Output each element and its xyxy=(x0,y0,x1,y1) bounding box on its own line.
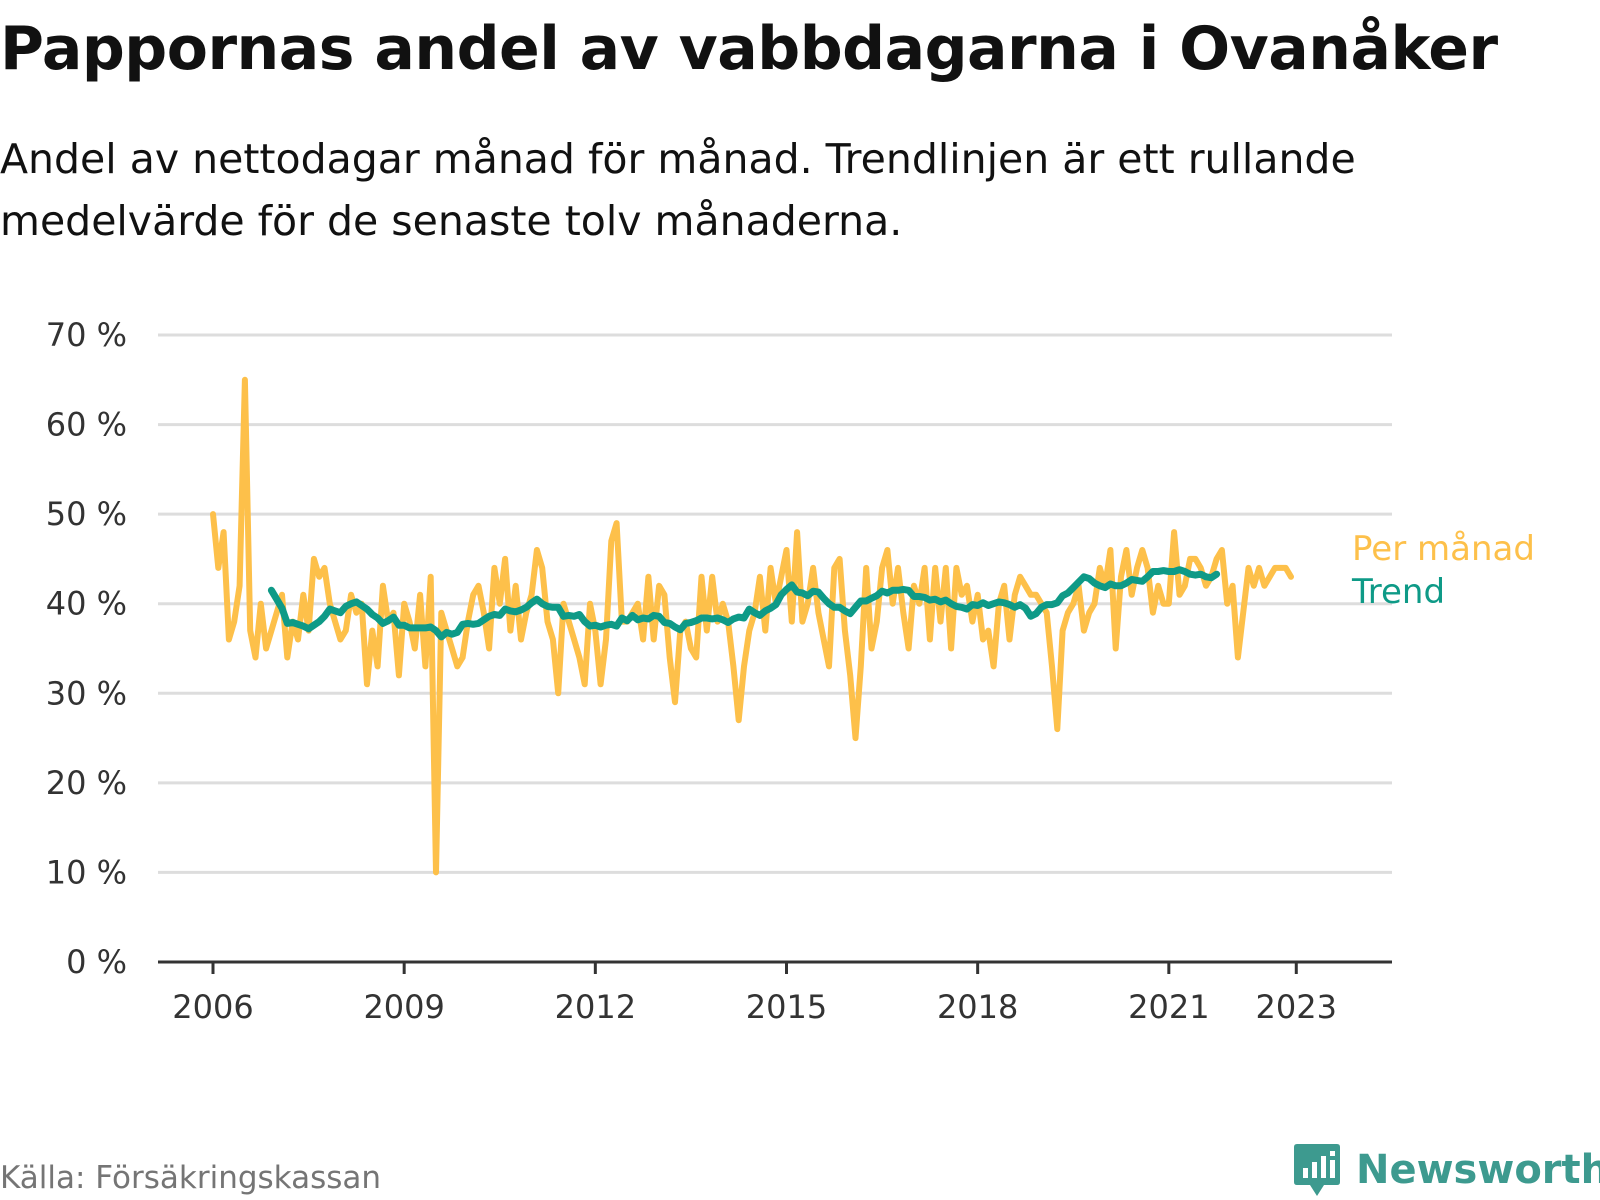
y-tick-label: 20 % xyxy=(46,764,127,802)
chart-subtitle: Andel av nettodagar månad för månad. Tre… xyxy=(0,135,1356,245)
x-tick-label: 2015 xyxy=(746,988,827,1026)
y-tick-label: 60 % xyxy=(46,406,127,444)
y-tick-label: 40 % xyxy=(46,585,127,623)
x-tick-label: 2018 xyxy=(937,988,1018,1026)
chart-title: Pappornas andel av vabbdagarna i Ovanåke… xyxy=(0,14,1498,84)
x-tick-label: 2012 xyxy=(555,988,636,1026)
series-line-per-manad xyxy=(210,376,1294,876)
legend-label-trend: Trend xyxy=(1351,572,1445,612)
y-tick-label: 30 % xyxy=(46,674,127,712)
y-tick-label: 0 % xyxy=(66,943,127,981)
x-tick-label: 2006 xyxy=(172,988,253,1026)
line-chart: 0 % 10 % 20 % 30 % 40 % 50 % 60 % 70 % 2006 2009… xyxy=(46,316,1535,1026)
newsworthy-logo-icon xyxy=(1294,1144,1340,1196)
y-axis-tick-labels: 0 % 10 % 20 % 30 % 40 % 50 % 60 % 70 % xyxy=(46,316,127,981)
x-tick-label: 2021 xyxy=(1128,988,1209,1026)
x-tick-label: 2009 xyxy=(363,988,444,1026)
x-tick-label: 2023 xyxy=(1256,988,1337,1026)
y-tick-label: 70 % xyxy=(46,316,127,354)
brand-logo: Newsworthy xyxy=(1292,1140,1600,1200)
y-tick-label: 50 % xyxy=(46,495,127,533)
series-lines xyxy=(210,376,1294,876)
x-axis: 2006 2009 2012 2015 2018 2021 2023 xyxy=(158,960,1392,1026)
series-line-trend xyxy=(267,566,1221,641)
y-tick-label: 10 % xyxy=(46,853,127,891)
source-note: Källa: Försäkringskassan xyxy=(0,1160,382,1196)
brand-name: Newsworthy xyxy=(1356,1147,1600,1193)
legend-label-per-manad: Per månad xyxy=(1352,529,1535,569)
